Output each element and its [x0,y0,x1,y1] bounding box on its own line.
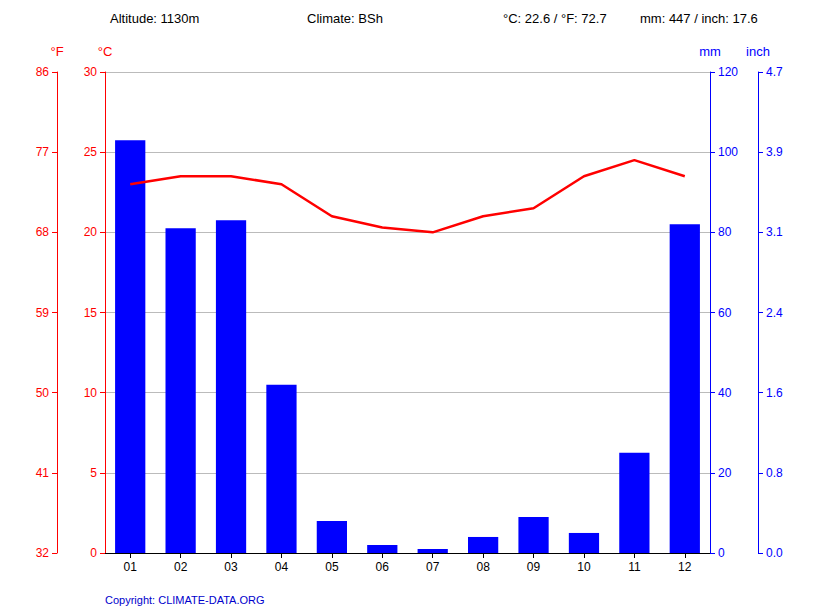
svg-text:06: 06 [376,560,390,574]
svg-text:80: 80 [718,225,732,239]
svg-text:°C: °C [98,44,113,59]
svg-text:30: 30 [84,65,98,79]
svg-text:Climate: BSh: Climate: BSh [307,11,383,26]
svg-text:10: 10 [577,560,591,574]
svg-text:0.0: 0.0 [766,546,783,560]
svg-text:60: 60 [718,306,732,320]
svg-text:3.1: 3.1 [766,225,783,239]
svg-text:inch: inch [746,44,770,59]
svg-text:120: 120 [718,65,738,79]
svg-text:05: 05 [325,560,339,574]
svg-text:04: 04 [275,560,289,574]
svg-text:5: 5 [90,466,97,480]
svg-text:4.7: 4.7 [766,65,783,79]
svg-text:20: 20 [718,466,732,480]
svg-text:77: 77 [36,145,50,159]
svg-text:32: 32 [36,546,50,560]
svg-text:86: 86 [36,65,50,79]
svg-text:0: 0 [90,546,97,560]
svg-text:68: 68 [36,225,50,239]
svg-text:40: 40 [718,386,732,400]
svg-text:07: 07 [426,560,440,574]
svg-text:°F: °F [50,44,63,59]
svg-text:08: 08 [476,560,490,574]
svg-text:02: 02 [174,560,188,574]
svg-text:12: 12 [678,560,692,574]
svg-text:2.4: 2.4 [766,306,783,320]
svg-text:Copyright: CLIMATE-DATA.ORG: Copyright: CLIMATE-DATA.ORG [105,594,265,606]
svg-text:50: 50 [36,386,50,400]
svg-text:0: 0 [718,546,725,560]
svg-text:10: 10 [84,386,98,400]
svg-text:°C: 22.6 / °F: 72.7: °C: 22.6 / °F: 72.7 [503,11,607,26]
svg-text:59: 59 [36,306,50,320]
svg-text:01: 01 [124,560,138,574]
svg-text:25: 25 [84,145,98,159]
svg-text:Altitude: 1130m: Altitude: 1130m [110,11,199,26]
svg-text:mm: mm [699,44,721,59]
svg-text:100: 100 [718,145,738,159]
svg-text:15: 15 [84,306,98,320]
svg-text:0.8: 0.8 [766,466,783,480]
svg-text:20: 20 [84,225,98,239]
svg-text:41: 41 [36,466,50,480]
svg-text:11: 11 [628,560,641,574]
svg-text:3.9: 3.9 [766,145,783,159]
svg-text:mm: 447 / inch: 17.6: mm: 447 / inch: 17.6 [640,11,758,26]
svg-text:09: 09 [527,560,541,574]
svg-text:1.6: 1.6 [766,386,783,400]
svg-text:03: 03 [224,560,238,574]
